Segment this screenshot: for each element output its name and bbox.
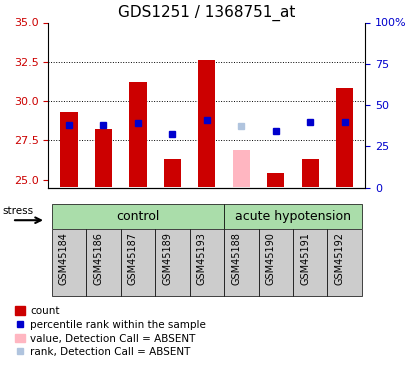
Bar <box>121 229 155 296</box>
Bar <box>267 173 284 188</box>
Text: GSM45190: GSM45190 <box>266 232 276 285</box>
Text: control: control <box>116 210 160 223</box>
Bar <box>95 129 112 188</box>
Bar <box>52 204 224 229</box>
Bar <box>302 159 319 188</box>
Bar <box>259 229 293 296</box>
Bar <box>86 229 121 296</box>
Text: GSM45192: GSM45192 <box>335 232 345 285</box>
Text: acute hypotension: acute hypotension <box>235 210 351 223</box>
Text: GSM45187: GSM45187 <box>128 232 138 285</box>
Legend: count, percentile rank within the sample, value, Detection Call = ABSENT, rank, : count, percentile rank within the sample… <box>13 305 207 358</box>
Text: GSM45191: GSM45191 <box>300 232 310 285</box>
Text: GSM45189: GSM45189 <box>163 232 172 285</box>
Bar <box>328 229 362 296</box>
Title: GDS1251 / 1368751_at: GDS1251 / 1368751_at <box>118 5 296 21</box>
Bar <box>224 229 259 296</box>
Bar <box>52 229 86 296</box>
Bar <box>129 82 147 188</box>
Text: GSM45184: GSM45184 <box>59 232 69 285</box>
Bar <box>198 60 215 188</box>
Bar <box>293 229 328 296</box>
Bar <box>224 204 362 229</box>
Bar <box>155 229 189 296</box>
Bar <box>233 150 250 188</box>
Text: stress: stress <box>3 206 34 216</box>
Bar <box>189 229 224 296</box>
Text: GSM45186: GSM45186 <box>93 232 103 285</box>
Bar <box>336 88 353 188</box>
Bar <box>164 159 181 188</box>
Text: GSM45188: GSM45188 <box>231 232 241 285</box>
Bar <box>60 112 78 188</box>
Text: GSM45193: GSM45193 <box>197 232 207 285</box>
